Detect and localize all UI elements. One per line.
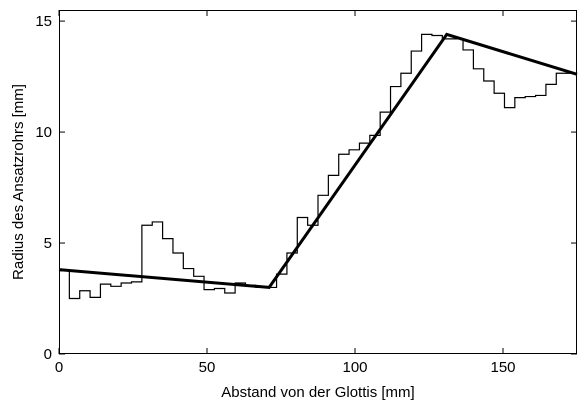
- x-tick-label: 150: [490, 359, 515, 376]
- series-layer: [58, 32, 578, 300]
- y-tick-label: 15: [35, 13, 52, 30]
- x-tick-label: 100: [342, 359, 367, 376]
- x-tick-label: 50: [199, 359, 216, 376]
- y-axis-label: Radius des Ansatzrohrs [mm]: [10, 84, 27, 280]
- plot-frame: [59, 10, 577, 354]
- series-fit-line: [58, 32, 578, 289]
- y-tick-label: 10: [35, 124, 52, 141]
- x-axis-label: Abstand von der Glottis [mm]: [221, 384, 414, 401]
- tick-layer: 0 50 100 150 0 5 10 15: [35, 10, 577, 376]
- x-tick-label: 0: [55, 359, 63, 376]
- y-tick-label: 0: [44, 346, 52, 363]
- series-step-profile: [59, 33, 577, 300]
- y-tick-label: 5: [44, 235, 52, 252]
